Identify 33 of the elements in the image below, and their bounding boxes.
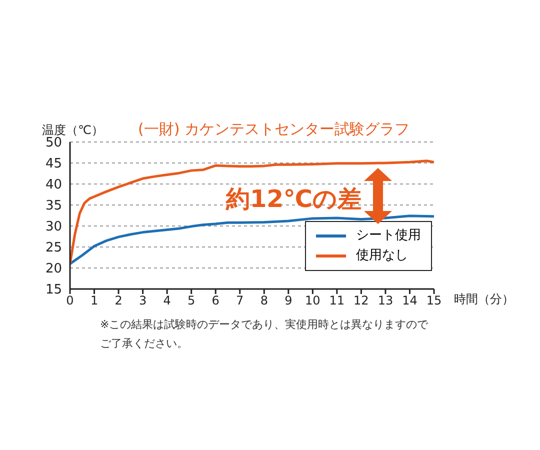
line-series (70, 214, 434, 266)
x-tick-label: 7 (236, 294, 244, 308)
x-tick-label: 9 (284, 294, 292, 308)
x-tick-label: 15 (426, 294, 442, 308)
x-tick-label: 4 (163, 294, 171, 308)
x-tick-label: 11 (329, 294, 345, 308)
annotation: 約12℃の差 (226, 184, 362, 215)
x-tick-label: 3 (138, 294, 147, 308)
x-tick-label: 14 (402, 294, 418, 308)
line-series (70, 160, 434, 266)
x-tick-label: 6 (212, 294, 220, 308)
y-tick-label: 30 (45, 220, 62, 235)
y-axis-title: 温度（℃） (42, 122, 104, 137)
y-tick-label: 25 (45, 240, 62, 256)
legend-label: 使用なし (356, 247, 408, 265)
x-tick-label: 5 (188, 294, 196, 308)
x-tick-label: 8 (260, 294, 268, 308)
x-axis-title: 時間（分） (454, 291, 514, 308)
x-tick-label: 0 (66, 294, 74, 308)
legend-label: シート使用 (356, 227, 421, 245)
y-tick-label: 15 (45, 282, 62, 298)
text: ※この結果は試験時のデータであり、実使用時とは異なりますのでご了承ください。 (100, 317, 430, 352)
y-tick-label: 40 (45, 178, 62, 193)
x-tick-label: 1 (90, 294, 98, 308)
x-tick-label: 2 (114, 294, 122, 308)
chart-title: (一財) カケンテストセンター試験グラフ (138, 120, 410, 139)
y-tick-label: 50 (45, 136, 62, 151)
y-tick-label: 45 (45, 156, 62, 172)
x-tick-label: 13 (378, 294, 394, 308)
y-tick-label: 35 (45, 198, 62, 214)
x-tick-label: 10 (305, 294, 320, 308)
x-tick-label: 12 (354, 294, 369, 308)
y-tick-label: 20 (45, 262, 62, 277)
